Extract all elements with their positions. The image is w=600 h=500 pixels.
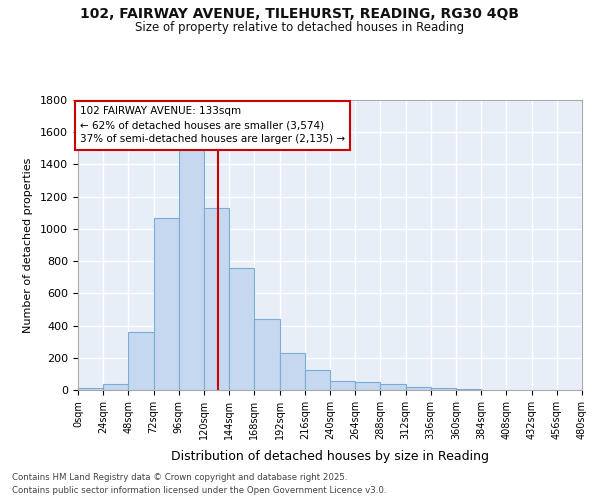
Bar (380, 384, 406, 390)
Bar (431, 388, 456, 390)
Bar (103, 384, 128, 390)
Bar (406, 387, 431, 390)
Text: Size of property relative to detached houses in Reading: Size of property relative to detached ho… (136, 21, 464, 34)
Bar (128, 332, 154, 390)
X-axis label: Distribution of detached houses by size in Reading: Distribution of detached houses by size … (171, 450, 489, 463)
Text: Contains public sector information licensed under the Open Government Licence v3: Contains public sector information licen… (12, 486, 386, 495)
Bar (305, 370, 330, 390)
Bar (330, 381, 355, 390)
Bar (204, 208, 229, 390)
Bar (78, 388, 103, 390)
Bar (154, 218, 179, 390)
Y-axis label: Number of detached properties: Number of detached properties (23, 158, 33, 332)
Bar (254, 319, 280, 390)
Text: Contains HM Land Registry data © Crown copyright and database right 2025.: Contains HM Land Registry data © Crown c… (12, 472, 347, 482)
Bar (280, 353, 305, 390)
Bar (179, 150, 204, 390)
Text: 102, FAIRWAY AVENUE, TILEHURST, READING, RG30 4QB: 102, FAIRWAY AVENUE, TILEHURST, READING,… (80, 8, 520, 22)
Bar (229, 268, 254, 390)
Text: 102 FAIRWAY AVENUE: 133sqm
← 62% of detached houses are smaller (3,574)
37% of s: 102 FAIRWAY AVENUE: 133sqm ← 62% of deta… (80, 106, 345, 144)
Bar (355, 382, 380, 390)
Bar (456, 389, 481, 390)
